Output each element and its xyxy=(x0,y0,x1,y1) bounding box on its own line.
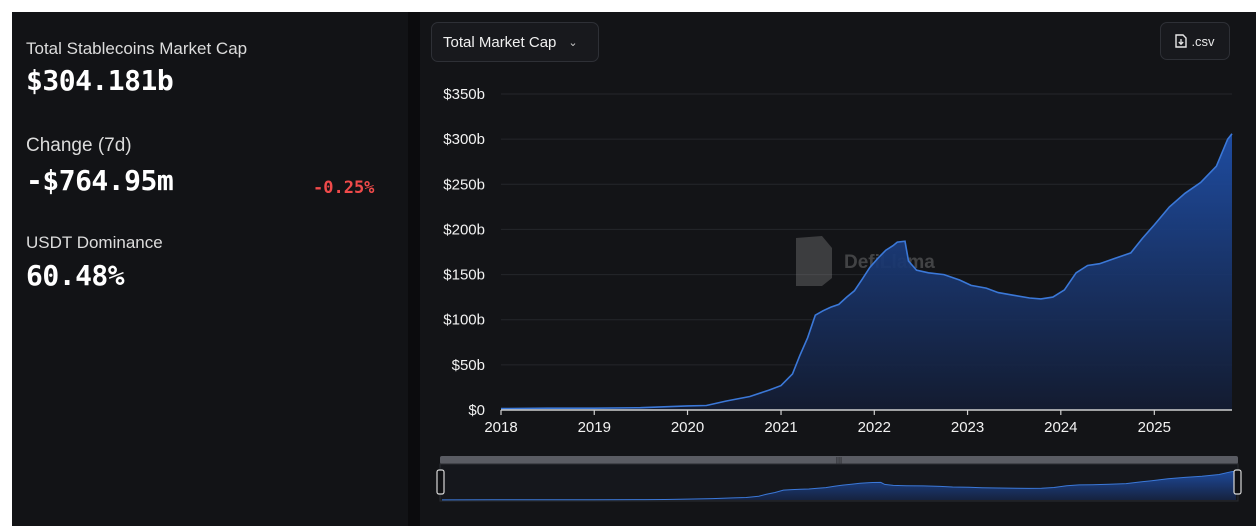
area-line xyxy=(500,133,1233,410)
y-tick-label: $100b xyxy=(443,312,485,329)
y-tick-label: $250b xyxy=(443,176,485,193)
market-cap-label: Total Stablecoins Market Cap xyxy=(26,39,248,58)
y-tick-label: $200b xyxy=(443,221,485,238)
file-download-icon xyxy=(1175,34,1188,48)
range-brush[interactable]: ||| xyxy=(436,456,1242,502)
x-tick-label: 2020 xyxy=(671,419,704,436)
dominance-value: 60.48% xyxy=(26,259,125,292)
x-tick-label: 2023 xyxy=(951,419,984,436)
y-tick-label: $300b xyxy=(443,131,485,148)
x-tick-label: 2024 xyxy=(1044,419,1077,436)
y-tick-label: $150b xyxy=(443,267,485,284)
area-series xyxy=(500,133,1233,410)
metric-dropdown[interactable]: Total Market Cap ⌄ xyxy=(431,22,599,62)
y-tick-label: $350b xyxy=(443,86,485,103)
llama-logo-icon xyxy=(796,236,832,286)
y-axis: $0 $50b $100b $150b $200b $250b $300b $350b xyxy=(443,86,1232,419)
brush-handle-left[interactable] xyxy=(436,469,445,495)
download-csv-button[interactable]: .csv xyxy=(1160,22,1230,60)
brush-area-line xyxy=(441,470,1237,501)
y-tick-label: $50b xyxy=(452,357,485,374)
x-tick-label: 2018 xyxy=(484,419,517,436)
change-label: Change (7d) xyxy=(26,135,132,156)
area-fill xyxy=(501,133,1232,410)
chevron-down-icon: ⌄ xyxy=(568,36,578,49)
csv-label: .csv xyxy=(1191,33,1215,49)
panel-divider xyxy=(408,12,420,526)
x-tick-label: 2025 xyxy=(1138,419,1171,436)
brush-grip-icon[interactable]: ||| xyxy=(836,456,842,465)
x-tick-label: 2022 xyxy=(858,419,891,436)
x-axis: 2018 2019 2020 2021 2022 2023 2024 2025 xyxy=(484,410,1171,436)
stats-panel: › Total Stablecoins Market Cap $304.181b… xyxy=(7,12,408,526)
brush-handle-right[interactable] xyxy=(1233,469,1242,495)
market-cap-value: $304.181b xyxy=(26,64,174,97)
brush-preview-area xyxy=(441,470,1237,501)
x-tick-label: 2021 xyxy=(764,419,797,436)
chart-panel: DefiLlama $0$50b$100b$150b$200b$250b$300… xyxy=(420,12,1256,526)
dominance-label: USDT Dominance xyxy=(26,233,163,252)
x-tick-label: 2019 xyxy=(578,419,611,436)
change-value: -$764.95m xyxy=(26,164,174,197)
collapse-chevron-icon[interactable]: › xyxy=(7,178,13,195)
brush-area-fill xyxy=(442,471,1236,500)
market-cap-chart: DefiLlama $0$50b$100b$150b$200b$250b$300… xyxy=(436,86,1242,502)
change-percent-badge: -0.25% xyxy=(313,178,375,198)
brush-track[interactable] xyxy=(440,456,1238,464)
metric-dropdown-label: Total Market Cap xyxy=(443,33,557,51)
y-tick-label: $0 xyxy=(468,402,485,419)
